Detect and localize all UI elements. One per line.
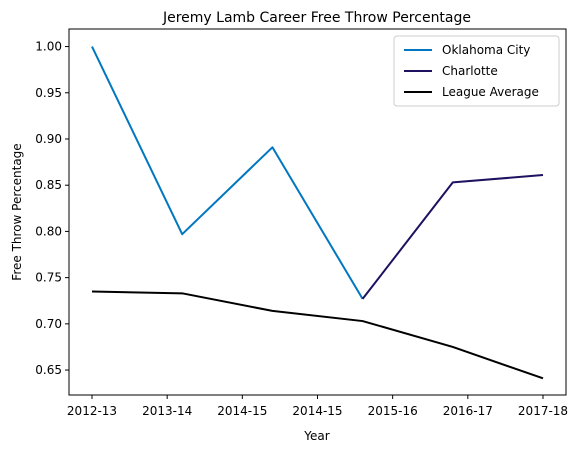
y-tick-label: 0.75	[35, 271, 62, 285]
legend-label: Charlotte	[442, 64, 498, 78]
y-tick-label: 0.90	[35, 132, 62, 146]
x-ticks: 2012-13 2013-14 2014-15 2014-15 2015-16 2016-…	[67, 395, 568, 418]
x-tick-label: 2015-16	[368, 404, 418, 418]
plot-lines	[91, 46, 544, 380]
legend-frame	[393, 35, 560, 107]
y-grid-ticks: 0.65 0.70 0.75 0.80 0.85 0.90 0.95 1.00	[35, 40, 69, 377]
x-tick-label: 2012-13	[67, 404, 117, 418]
x-tick-label: 2014-15	[292, 404, 342, 418]
series-line-league-average	[91, 290, 544, 380]
y-tick-label: 0.80	[35, 224, 62, 238]
y-axis-title: Free Throw Percentage	[10, 143, 24, 280]
x-tick-label: 2017-18	[518, 404, 568, 418]
legend-label: League Average	[442, 85, 539, 99]
y-tick-label: 0.95	[35, 86, 62, 100]
x-tick-label: 2014-15	[217, 404, 267, 418]
chart-title: Jeremy Lamb Career Free Throw Percentage	[162, 10, 471, 26]
y-tick-label: 0.70	[35, 317, 62, 331]
x-tick-label: 2016-17	[443, 404, 493, 418]
series-line-charlotte	[361, 174, 544, 300]
y-tick-label: 1.00	[35, 40, 62, 54]
y-tick-label: 0.65	[35, 363, 62, 377]
x-tick-label: 2013-14	[142, 404, 192, 418]
y-tick-label: 0.85	[35, 178, 62, 192]
plot-area-frame	[68, 28, 567, 396]
legend-label: Oklahoma City	[442, 43, 530, 57]
x-axis-title: Year	[303, 429, 329, 443]
series-line-oklahoma-city	[91, 46, 364, 300]
legend: Oklahoma City Charlotte League Average	[393, 35, 560, 107]
